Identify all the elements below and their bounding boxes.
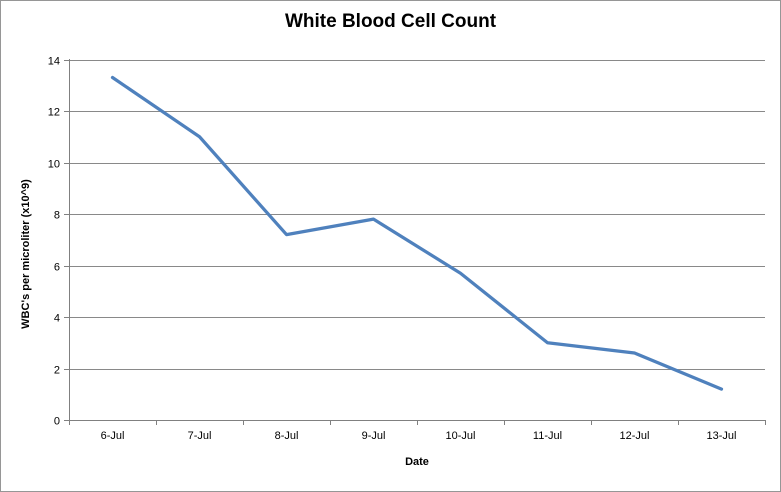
x-tick-label: 9-Jul [362,430,386,442]
y-tick-label: 10 [48,159,60,171]
x-tick-label: 7-Jul [188,430,212,442]
x-tick-label: 13-Jul [707,430,737,442]
y-tick-label: 12 [48,107,60,119]
x-tick-label: 12-Jul [620,430,650,442]
y-tick-label: 6 [54,262,60,274]
chart-title: White Blood Cell Count [284,11,497,32]
y-tick-label: 4 [54,313,60,325]
data-series-line [110,75,724,391]
y-tick-label: 14 [48,56,60,68]
y-tick-label: 8 [54,210,60,222]
x-tick-label: 8-Jul [275,430,299,442]
x-tick-label: 11-Jul [533,430,562,442]
x-tick-label: 6-Jul [101,430,125,442]
x-tick-label: 10-Jul [446,430,476,442]
y-tick-label: 2 [54,365,60,377]
y-tick-label: 0 [54,416,60,428]
x-axis-title: Date [405,456,429,468]
